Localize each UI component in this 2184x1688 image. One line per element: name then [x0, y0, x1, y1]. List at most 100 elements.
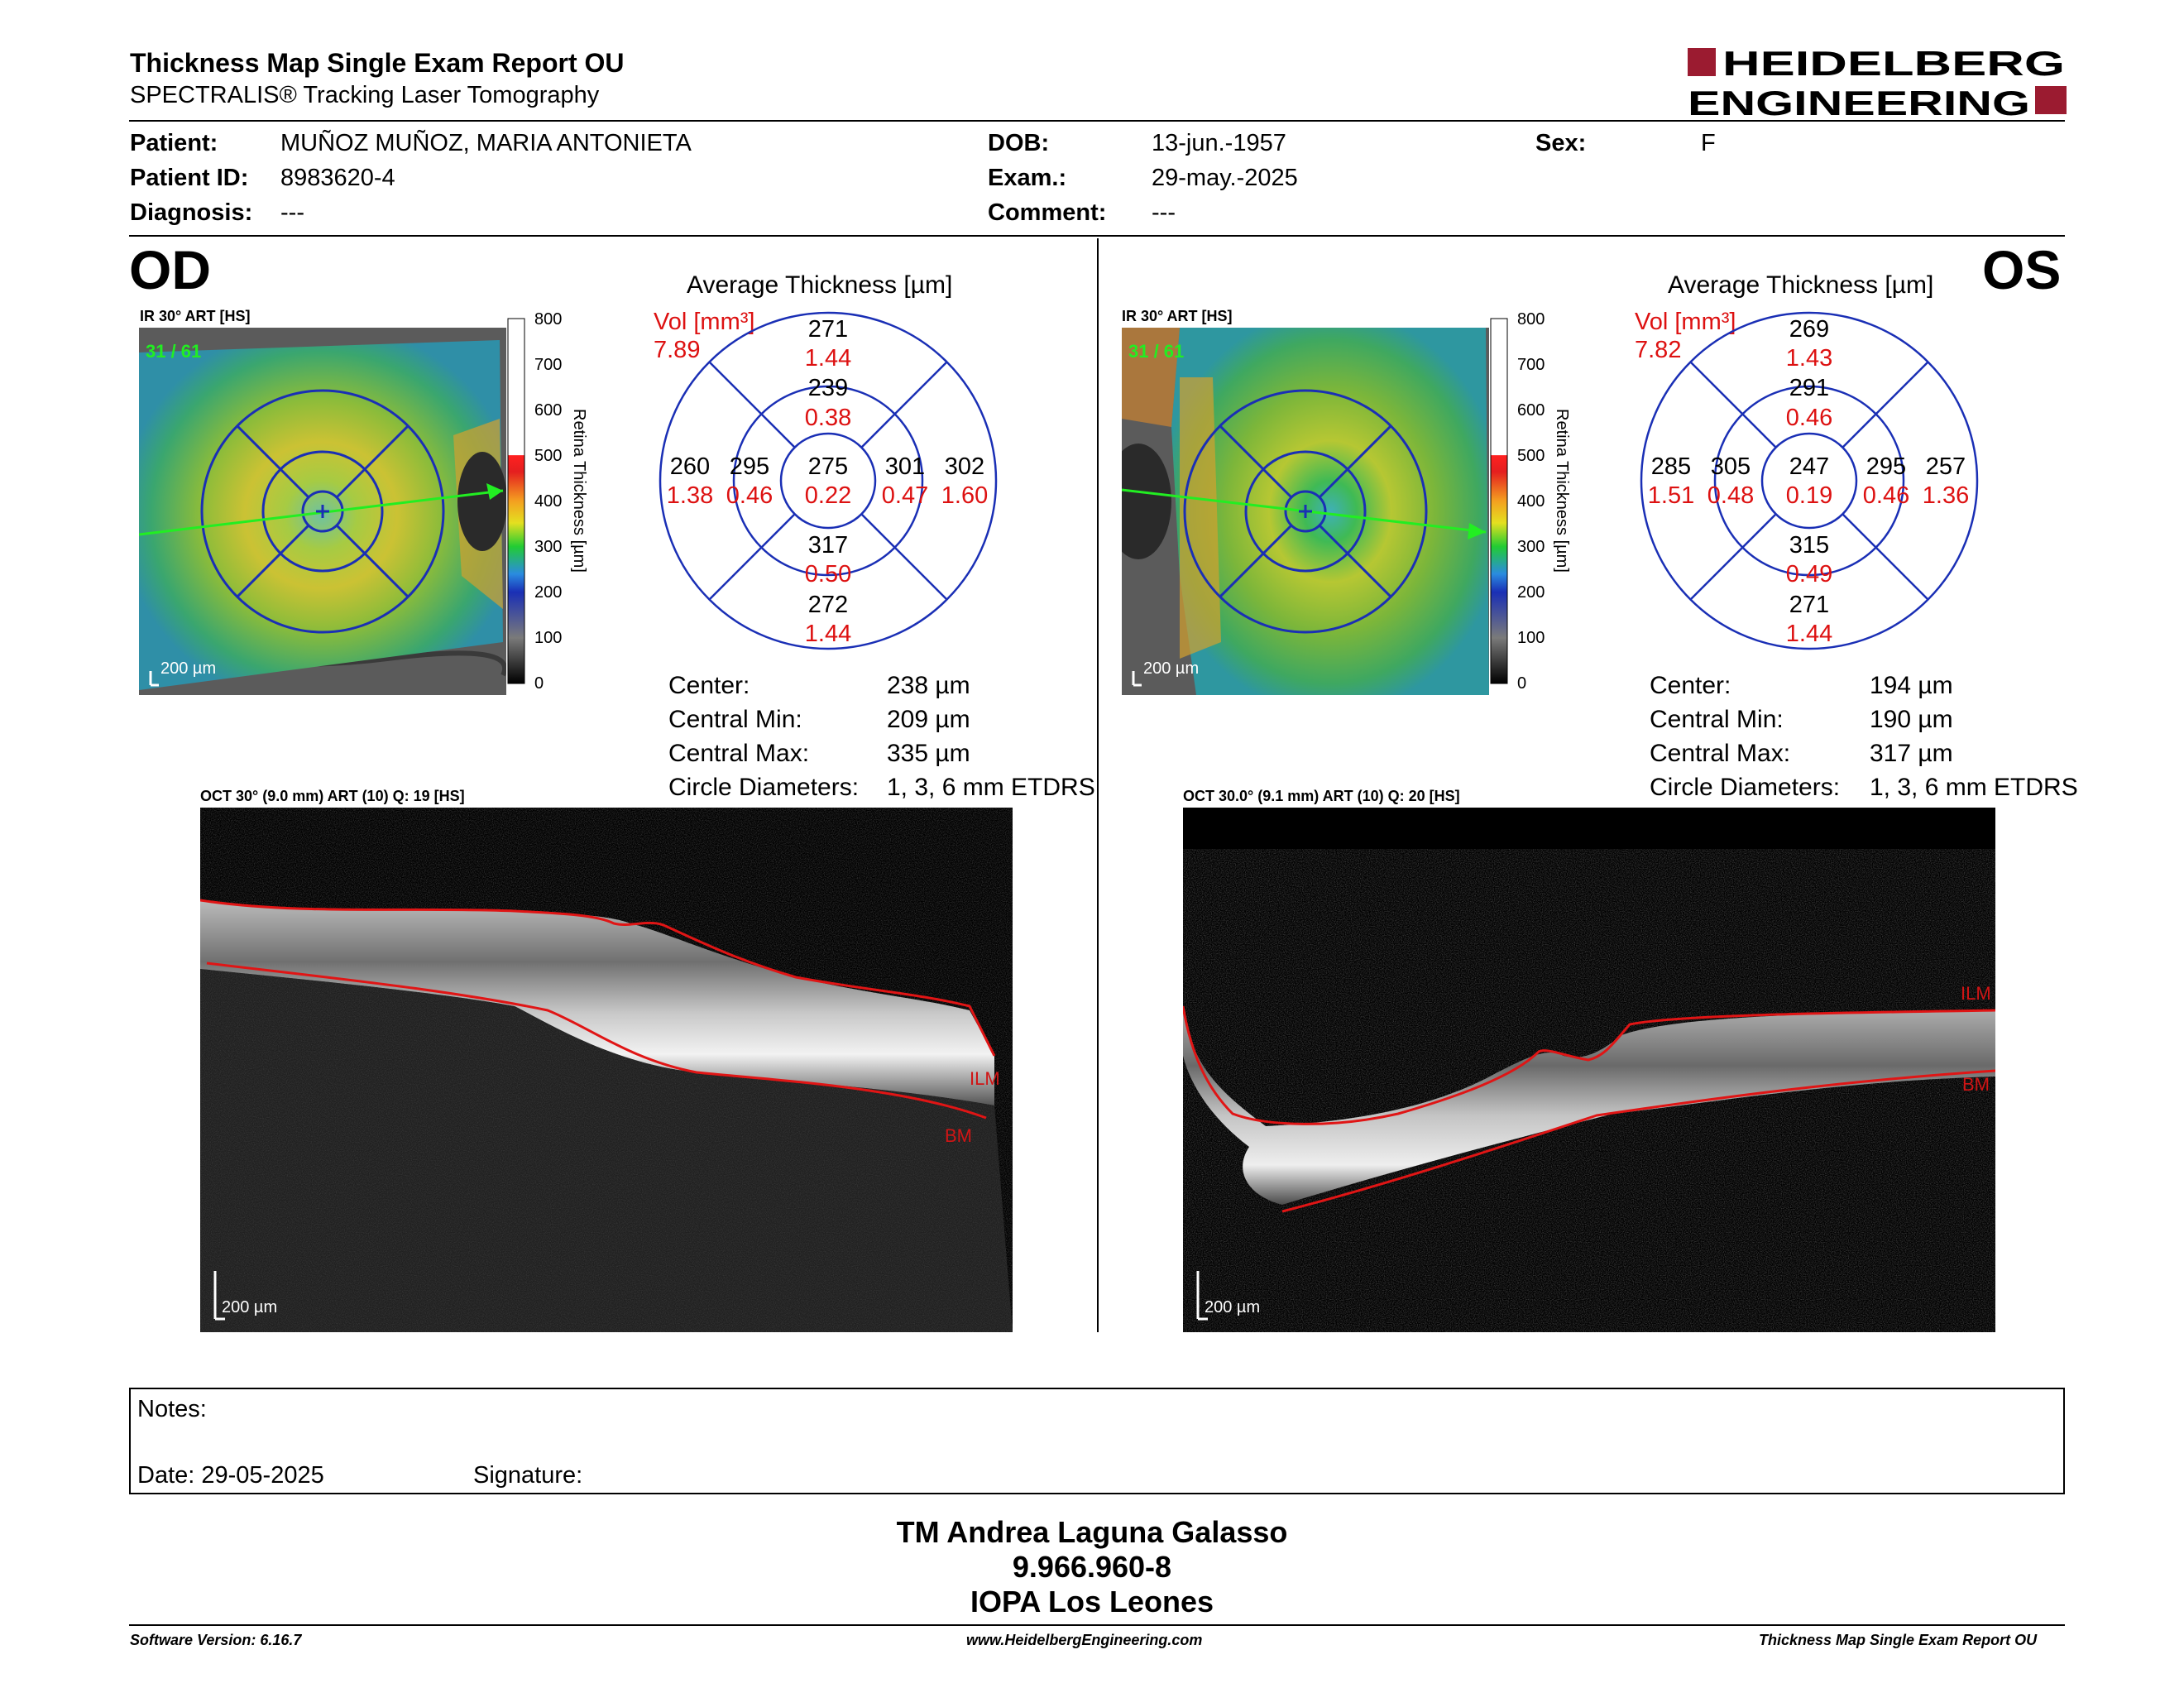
- os-colorbar-tick-0: 0: [1517, 674, 1526, 692]
- od-colorbar: 800 700 600 500 400 300 200 100 0 Retina…: [507, 311, 588, 692]
- od-outer-left-volume: 1.38: [667, 482, 713, 509]
- exam-label: Exam.:: [988, 165, 1067, 191]
- sex-label: Sex:: [1535, 130, 1587, 156]
- signatory-name: TM Andrea Laguna Galasso: [896, 1515, 1288, 1549]
- os-stats-labels: Center: Central Min: Central Max: Circle…: [1650, 669, 1840, 804]
- os-ir-label: IR 30° ART [HS]: [1122, 308, 1233, 324]
- od-ir-label: IR 30° ART [HS]: [140, 308, 251, 324]
- os-outer-left-thickness: 285: [1651, 453, 1691, 480]
- signatory-org: IOPA Los Leones: [970, 1585, 1214, 1618]
- od-outer-bottom-thickness: 272: [808, 592, 848, 618]
- os-center-thickness: 247: [1789, 453, 1829, 480]
- footer-divider: [129, 1624, 2065, 1626]
- patient-label: Patient:: [130, 130, 218, 156]
- od-colorbar-tick-100: 100: [534, 629, 562, 647]
- os-bm-line: [1281, 1069, 1995, 1213]
- od-inner-top-volume: 0.38: [805, 405, 851, 431]
- od-oct-scan: ILM BM 200 µm: [200, 808, 1013, 1332]
- os-stat-min-label: Central Min:: [1650, 706, 1784, 733]
- od-stat-diam-label: Circle Diameters:: [668, 774, 860, 801]
- od-inner-left-volume: 0.46: [726, 482, 773, 509]
- notes-box[interactable]: Notes: Date: 29-05-2025 Signature:: [129, 1388, 2065, 1494]
- os-ilm-line: [1183, 1005, 1995, 1125]
- od-colorbar-tick-500: 500: [534, 447, 562, 465]
- od-inner-right-thickness: 301: [885, 453, 925, 480]
- os-stat-max-value: 317 µm: [1870, 740, 1953, 767]
- diagnosis-value: ---: [280, 199, 304, 226]
- os-ilm-label: ILM: [1961, 983, 1991, 1004]
- od-outer-left-thickness: 260: [670, 453, 710, 480]
- od-stat-center-value: 238 µm: [887, 672, 970, 699]
- od-stat-diam-value: 1, 3, 6 mm ETDRS: [887, 774, 1095, 801]
- software-version: Software Version: 6.16.7: [130, 1632, 302, 1648]
- os-inner-bottom-thickness: 315: [1789, 532, 1829, 559]
- os-volume: Vol [mm³] 7.82: [1635, 308, 1736, 364]
- os-vol-label: Vol [mm³]: [1635, 309, 1736, 335]
- os-fundus-scale: 200 µm: [1143, 659, 1199, 678]
- od-ilm-line: [200, 899, 996, 1057]
- od-outer-top-volume: 1.44: [805, 345, 851, 372]
- os-eye-label: OS: [1982, 239, 2062, 300]
- od-ilm-label: ILM: [970, 1068, 1000, 1089]
- os-etdrs-chart: 269 1.43 291 0.46 285 1.51 305 0.48 247 …: [1640, 311, 1979, 650]
- od-fundus-map: 200 µm 31 / 61: [139, 328, 506, 695]
- website-link[interactable]: www.HeidelbergEngineering.com: [966, 1632, 1203, 1648]
- os-inner-right-volume: 0.46: [1863, 482, 1909, 509]
- od-fundus-scale: 200 µm: [160, 659, 216, 678]
- exam-value: 29-may.-2025: [1152, 165, 1298, 191]
- comment-label: Comment:: [988, 199, 1107, 226]
- os-outer-top-thickness: 269: [1789, 316, 1829, 343]
- od-colorbar-tick-200: 200: [534, 583, 562, 602]
- os-stat-min-value: 190 µm: [1870, 706, 1953, 733]
- os-colorbar-tick-800: 800: [1517, 311, 1545, 328]
- od-bm-label: BM: [945, 1125, 972, 1146]
- os-inner-right-thickness: 295: [1866, 453, 1906, 480]
- eye-divider: [1097, 238, 1099, 1332]
- od-bm-line: [206, 961, 987, 1120]
- os-inner-top-thickness: 291: [1789, 375, 1829, 401]
- notes-label: Notes:: [137, 1396, 207, 1422]
- os-outer-left-volume: 1.51: [1648, 482, 1694, 509]
- os-inner-bottom-volume: 0.49: [1786, 561, 1832, 587]
- od-etdrs-chart: 271 1.44 239 0.38 260 1.38 295 0.46 275 …: [659, 311, 998, 650]
- os-fundus-map: 200 µm 31 / 61: [1122, 328, 1489, 695]
- od-stats-labels: Center: Central Min: Central Max: Circle…: [668, 669, 859, 804]
- od-stat-max-value: 335 µm: [887, 740, 970, 767]
- od-frame-counter: 31 / 61: [146, 341, 201, 362]
- os-center-volume: 0.19: [1786, 482, 1832, 509]
- od-stat-min-value: 209 µm: [887, 706, 970, 733]
- os-outer-right-thickness: 257: [1926, 453, 1966, 480]
- patient-id: 8983620-4: [280, 165, 395, 191]
- od-eye-label: OD: [129, 239, 211, 300]
- od-etdrs-grid-small: [200, 389, 445, 634]
- patient-divider: [129, 235, 2065, 237]
- os-colorbar: 800 700 600 500 400 300 200 100 0 Retina…: [1490, 311, 1571, 692]
- os-colorbar-tick-600: 600: [1517, 401, 1545, 420]
- od-stat-max-label: Central Max:: [668, 740, 810, 767]
- os-oct-label: OCT 30.0° (9.1 mm) ART (10) Q: 20 [HS]: [1183, 788, 1460, 804]
- od-inner-left-thickness: 295: [730, 453, 769, 480]
- notes-date: Date: 29-05-2025: [137, 1462, 324, 1489]
- od-colorbar-tick-0: 0: [534, 674, 544, 692]
- os-outer-right-volume: 1.36: [1923, 482, 1969, 509]
- os-stat-diam-label: Circle Diameters:: [1650, 774, 1841, 801]
- od-outer-top-thickness: 271: [808, 316, 848, 343]
- sex-value: F: [1701, 130, 1716, 156]
- os-stat-center-label: Center:: [1650, 672, 1731, 699]
- dob-value: 13-jun.-1957: [1152, 130, 1286, 156]
- os-outer-bottom-thickness: 271: [1789, 592, 1829, 618]
- od-stats-values: 238 µm 209 µm 335 µm 1, 3, 6 mm ETDRS: [887, 669, 1095, 804]
- diagnosis-label: Diagnosis:: [130, 199, 253, 226]
- patient-id-label: Patient ID:: [130, 165, 249, 191]
- os-avg-title: Average Thickness [µm]: [1668, 271, 1934, 299]
- od-colorbar-label: Retina Thickness [µm]: [570, 409, 588, 573]
- logo-square-top: [1688, 48, 1716, 76]
- od-outer-right-thickness: 302: [945, 453, 984, 480]
- od-avg-title: Average Thickness [µm]: [687, 271, 953, 299]
- od-inner-right-volume: 0.47: [882, 482, 928, 509]
- od-vol-value: 7.89: [654, 337, 701, 363]
- signature-label: Signature:: [473, 1462, 583, 1489]
- os-colorbar-tick-400: 400: [1517, 492, 1545, 511]
- logo-square-bottom: [2035, 86, 2067, 114]
- os-outer-bottom-volume: 1.44: [1786, 621, 1832, 647]
